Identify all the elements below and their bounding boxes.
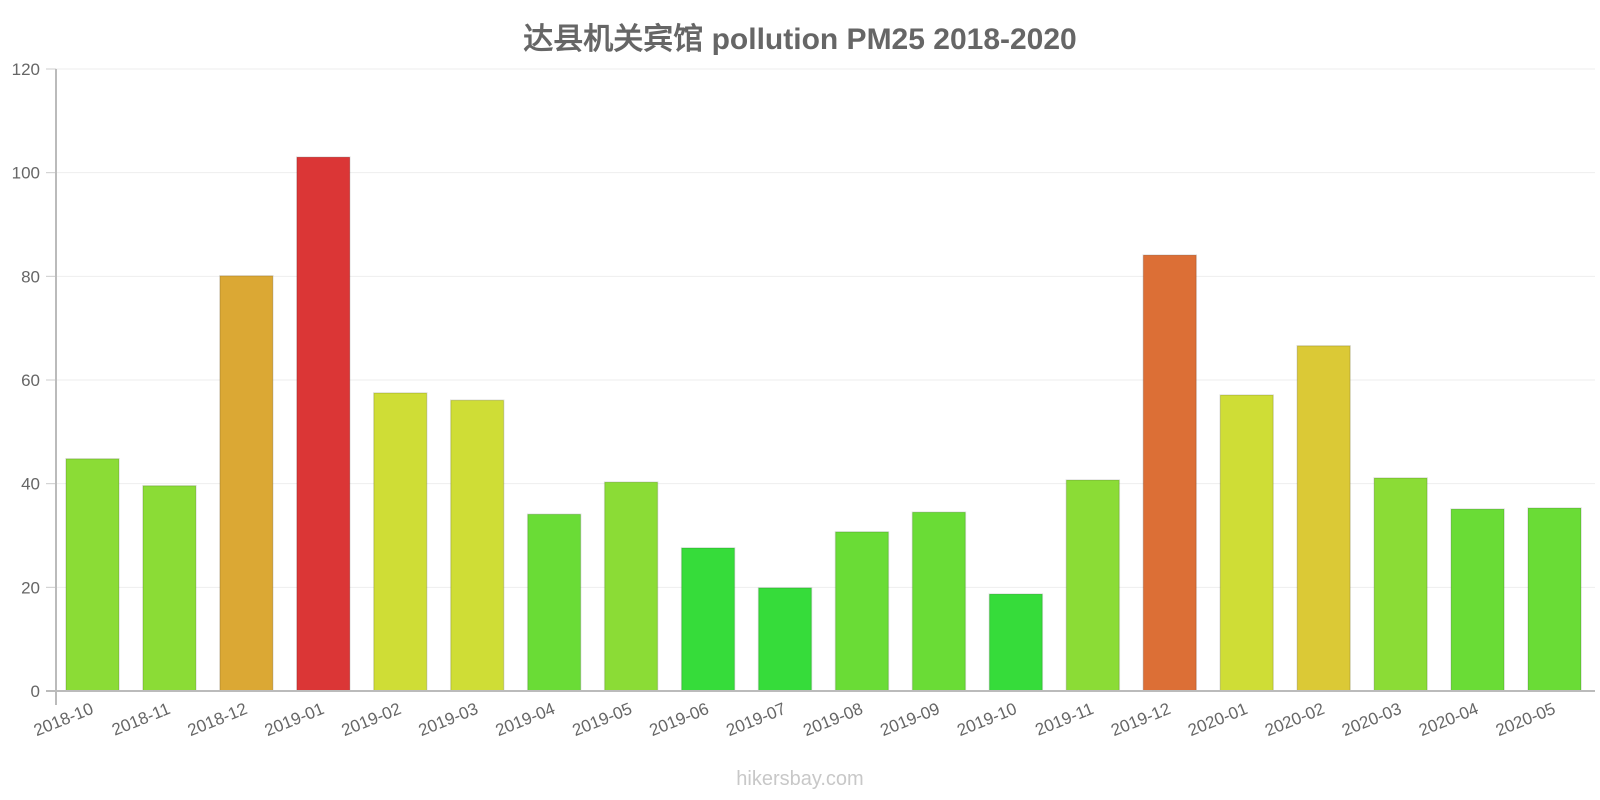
x-tick-label: 2019-09 (877, 699, 942, 740)
bar-2019-04[interactable] (526, 513, 582, 692)
x-tick-label: 2019-02 (339, 699, 404, 740)
bar-2020-05[interactable] (1527, 507, 1582, 692)
x-tick-label: 2019-12 (1108, 699, 1173, 740)
bar-2020-03[interactable] (1373, 477, 1428, 692)
y-axis: 0 20 40 60 80 100 120 (12, 60, 57, 705)
x-tick-label: 2019-08 (801, 699, 866, 740)
chart-title: 达县机关宾馆 pollution PM25 2018-2020 (523, 23, 1077, 56)
bar-2018-10[interactable] (65, 458, 120, 692)
x-tick-label: 2019-07 (724, 699, 789, 740)
x-tick-label: 2018-10 (31, 699, 96, 740)
y-tick-label: 100 (12, 164, 40, 183)
bar-2019-07[interactable] (757, 587, 813, 692)
x-tick-label: 2019-03 (416, 699, 481, 740)
bar-2020-04[interactable] (1450, 508, 1505, 692)
bar-2019-05[interactable] (603, 481, 659, 692)
x-tick-label: 2019-01 (262, 699, 327, 740)
bar-2020-02[interactable] (1296, 345, 1351, 692)
bars (65, 156, 1582, 692)
x-tick-label: 2019-11 (1033, 699, 1097, 740)
x-tick-label: 2018-12 (185, 699, 250, 740)
x-tick-label: 2020-03 (1339, 699, 1404, 740)
x-tick-label: 2020-02 (1262, 699, 1327, 740)
y-tick-label: 40 (21, 475, 40, 494)
x-tick-label: 2020-01 (1185, 699, 1250, 740)
bar-2019-03[interactable] (449, 399, 505, 692)
y-tick-label: 20 (21, 578, 40, 597)
bar-2019-10[interactable] (988, 593, 1044, 692)
y-tick-label: 0 (31, 682, 40, 701)
bar-2019-08[interactable] (834, 531, 890, 692)
x-tick-label: 2019-05 (570, 699, 635, 740)
x-tick-label: 2019-06 (647, 699, 712, 740)
bar-2019-06[interactable] (680, 547, 736, 692)
y-tick-label: 80 (21, 267, 40, 286)
x-axis: 2018-10 2018-11 2018-12 2019-01 2019-02 2019-… (31, 690, 1595, 740)
bar-2020-01[interactable] (1219, 394, 1274, 692)
bar-2019-12[interactable] (1142, 254, 1198, 692)
y-tick-label: 60 (21, 371, 40, 390)
x-tick-label: 2019-04 (493, 699, 558, 740)
x-tick-label: 2019-10 (954, 699, 1019, 740)
watermark: hikersbay.com (736, 768, 864, 790)
x-tick-label: 2020-04 (1416, 699, 1481, 740)
bar-2019-02[interactable] (373, 392, 428, 692)
gridlines (56, 68, 1595, 588)
bar-2019-11[interactable] (1065, 479, 1121, 692)
bar-2019-09[interactable] (911, 511, 967, 692)
bar-2018-12[interactable] (219, 275, 274, 692)
x-tick-label: 2020-05 (1493, 699, 1558, 740)
bar-2019-01[interactable] (296, 156, 351, 692)
y-tick-label: 120 (12, 60, 40, 79)
bar-2018-11[interactable] (142, 484, 197, 692)
x-tick-label: 2018-11 (109, 699, 173, 740)
